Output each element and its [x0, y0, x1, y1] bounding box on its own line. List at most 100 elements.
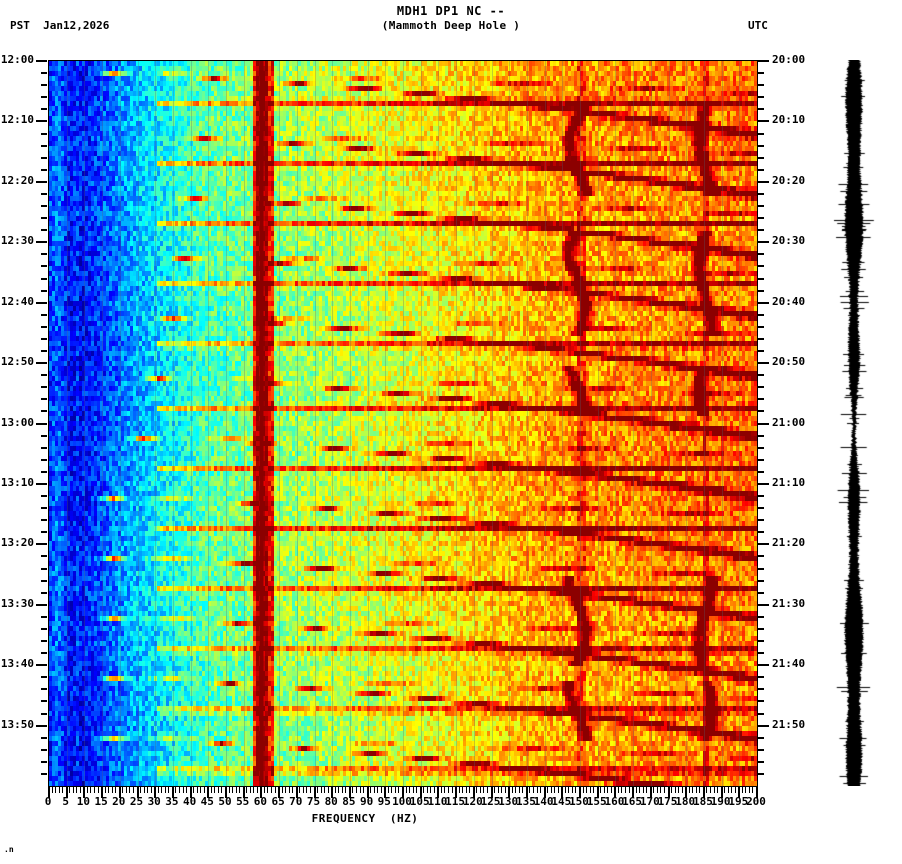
freq-tick-minor — [505, 787, 506, 793]
freq-tick-minor — [583, 787, 584, 793]
freq-tick-minor — [239, 787, 240, 793]
freq-tick-label: 35 — [165, 795, 179, 808]
freq-tick-major — [48, 787, 50, 798]
time-tick-minor — [758, 676, 764, 679]
freq-tick-major — [491, 787, 493, 798]
freq-tick-minor — [696, 787, 697, 793]
time-tick-minor — [758, 265, 764, 268]
time-tick-minor — [758, 72, 764, 75]
freq-tick-minor — [653, 787, 654, 793]
freq-tick-label: 5 — [62, 795, 69, 808]
freq-tick-minor — [69, 787, 70, 793]
time-tick-minor — [758, 458, 764, 461]
time-tick-label: 21:50 — [772, 717, 806, 731]
freq-tick-major — [614, 787, 616, 798]
freq-tick-major — [119, 787, 121, 798]
freq-tick-minor — [551, 787, 552, 793]
freq-tick-minor — [76, 787, 77, 793]
freq-tick-minor — [558, 787, 559, 793]
freq-tick-minor — [168, 787, 169, 793]
time-tick-minor — [41, 652, 47, 655]
time-tick-major — [758, 362, 769, 365]
freq-tick-label: 75 — [306, 795, 321, 808]
freq-tick-minor — [144, 787, 145, 793]
freq-tick-label: 15 — [94, 795, 108, 808]
time-tick-minor — [41, 760, 47, 763]
time-tick-major — [758, 603, 769, 606]
freq-tick-major — [561, 787, 563, 798]
time-tick-label: 13:00 — [0, 415, 34, 429]
time-tick-label: 12:30 — [0, 234, 34, 248]
freq-tick-major — [278, 787, 280, 798]
freq-tick-minor — [370, 787, 371, 793]
freq-tick-major — [243, 787, 245, 798]
time-tick-minor — [41, 531, 47, 534]
time-tick-major — [758, 241, 769, 244]
time-tick-minor — [758, 640, 764, 642]
time-tick-minor — [41, 289, 47, 292]
freq-tick-minor — [476, 787, 477, 793]
freq-tick-minor — [147, 787, 148, 793]
freq-tick-minor — [335, 787, 336, 793]
freq-tick-minor — [218, 787, 219, 793]
freq-tick-minor — [604, 787, 605, 793]
freq-tick-minor — [345, 787, 346, 793]
freq-tick-minor — [522, 787, 523, 793]
freq-tick-minor — [299, 787, 300, 793]
freq-tick-major — [260, 787, 262, 798]
time-tick-minor — [758, 229, 764, 232]
time-tick-label: 21:40 — [772, 657, 806, 671]
spectrogram-plot[interactable] — [48, 60, 758, 787]
freq-tick-minor — [303, 787, 304, 793]
freq-tick-label: 100 — [392, 795, 412, 808]
freq-tick-minor — [430, 787, 431, 793]
freq-tick-major — [154, 787, 156, 798]
freq-tick-label: 130 — [498, 795, 519, 808]
freq-tick-major — [579, 787, 581, 798]
freq-tick-major — [738, 787, 740, 798]
time-tick-minor — [758, 748, 764, 751]
freq-tick-major — [526, 787, 528, 798]
time-tick-minor — [41, 736, 47, 739]
freq-tick-minor — [126, 787, 127, 793]
freq-tick-minor — [427, 787, 428, 793]
time-tick-major — [36, 362, 47, 365]
time-tick-minor — [41, 591, 47, 594]
time-tick-major — [36, 482, 47, 485]
time-tick-minor — [41, 676, 47, 679]
freq-tick-minor — [529, 787, 530, 793]
freq-tick-minor — [480, 787, 481, 793]
time-tick-minor — [41, 374, 47, 377]
freq-tick-minor — [395, 787, 396, 793]
freq-tick-label: 30 — [147, 795, 161, 808]
freq-tick-minor — [452, 787, 453, 793]
time-tick-minor — [758, 374, 764, 377]
freq-tick-minor — [158, 787, 159, 793]
freq-tick-minor — [459, 787, 460, 793]
time-tick-minor — [41, 132, 47, 135]
time-tick-minor — [758, 108, 764, 111]
freq-tick-minor — [115, 787, 116, 793]
freq-tick-minor — [363, 787, 364, 793]
freq-tick-minor — [717, 787, 718, 793]
waveform-canvas — [824, 60, 884, 786]
freq-tick-major — [331, 787, 333, 798]
time-tick-label: 13:40 — [0, 657, 34, 671]
freq-tick-minor — [586, 787, 587, 793]
time-tick-minor — [758, 132, 764, 135]
freq-tick-major — [703, 787, 705, 798]
freq-tick-minor — [292, 787, 293, 793]
time-tick-minor — [41, 567, 47, 570]
time-tick-major — [758, 60, 769, 62]
time-tick-minor — [758, 688, 764, 691]
freq-tick-minor — [246, 787, 247, 793]
freq-tick-minor — [175, 787, 176, 793]
freq-tick-major — [721, 787, 723, 798]
freq-tick-minor — [229, 787, 230, 793]
time-tick-minor — [41, 156, 47, 159]
time-tick-minor — [41, 458, 47, 461]
freq-tick-minor — [105, 787, 106, 793]
freq-tick-major — [296, 787, 298, 798]
freq-tick-minor — [646, 787, 647, 793]
freq-tick-minor — [133, 787, 134, 793]
